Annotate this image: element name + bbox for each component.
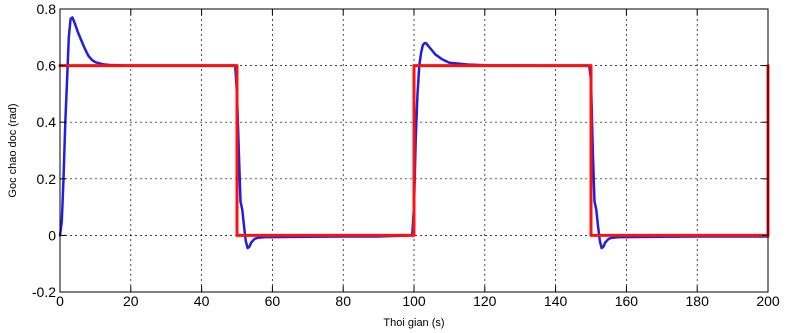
y-tick-label: 0 [48,227,56,243]
y-tick-label: 0.4 [37,114,57,130]
x-axis-label: Thoi gian (s) [383,317,444,329]
x-tick-label: 160 [615,293,639,309]
y-tick-label: 0.2 [37,171,57,187]
x-tick-label: 120 [473,293,497,309]
axis-ticks: 0 20 40 60 80 100 120 140 160 180 200-0.200.20.40.… [32,1,780,309]
series-line-red [58,64,770,237]
x-tick-label: 80 [335,293,351,309]
x-tick-label: 180 [686,293,710,309]
x-tick-label: 100 [402,293,426,309]
x-tick-label: 60 [265,293,281,309]
series-layer [58,16,770,250]
x-tick-label: 140 [544,293,568,309]
x-tick-label: 20 [123,293,139,309]
y-tick-label: 0.6 [37,58,57,74]
x-tick-label: 40 [194,293,210,309]
x-tick-label: 0 [56,293,64,309]
y-axis-label: Goc chao doc (rad) [7,103,19,197]
x-tick-label: 200 [756,293,780,309]
y-tick-label: -0.2 [32,284,56,300]
y-tick-label: 0.8 [37,1,57,17]
